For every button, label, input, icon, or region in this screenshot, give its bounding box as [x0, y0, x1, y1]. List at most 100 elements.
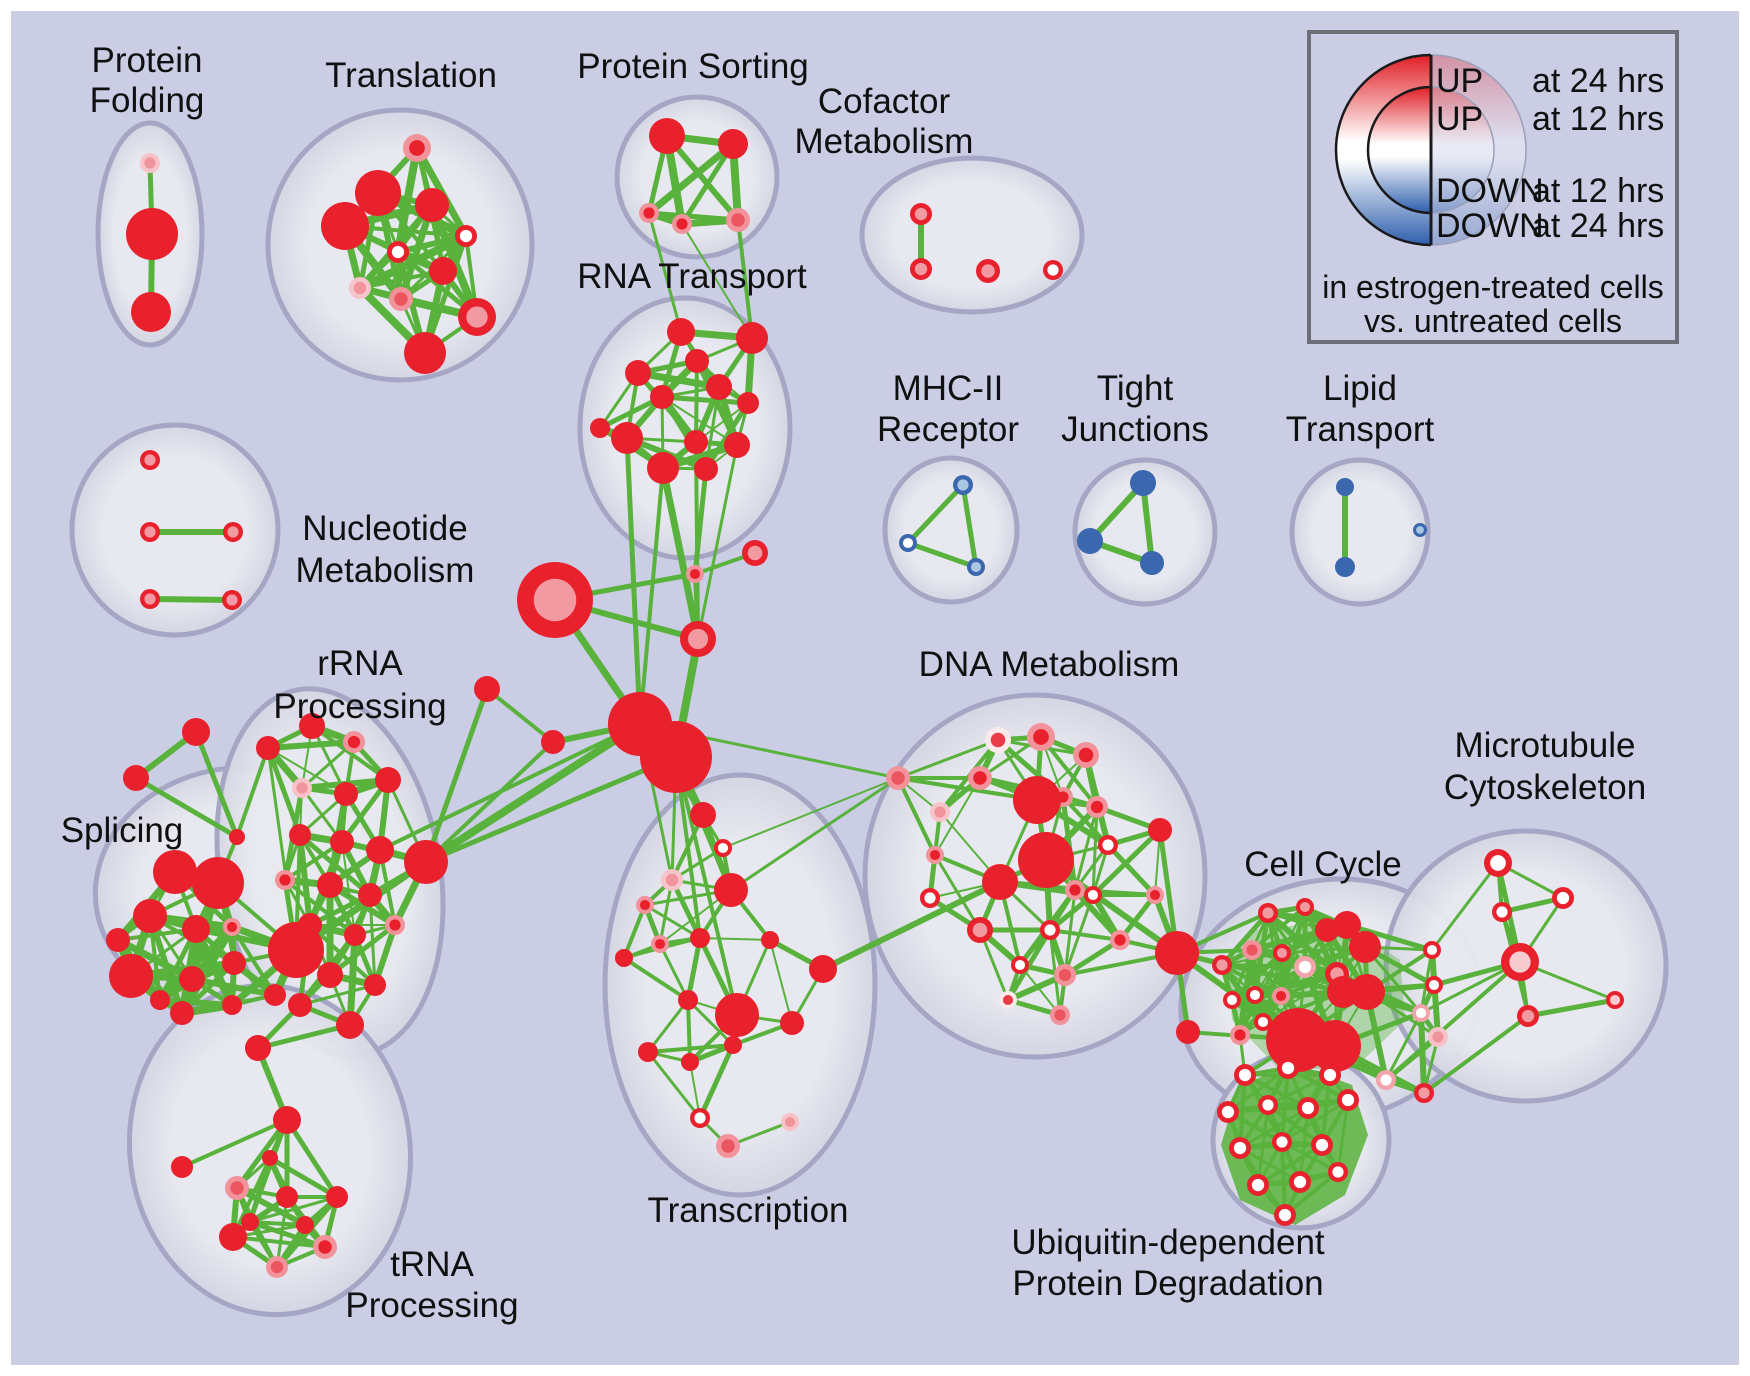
network-edge: [664, 133, 741, 223]
network-node: [625, 360, 651, 386]
network-edge: [235, 746, 270, 839]
network-node-core: [924, 892, 936, 904]
legend-box: [1307, 30, 1679, 344]
network-node-core: [957, 479, 969, 491]
network-edge: [699, 937, 771, 941]
network-node: [296, 1216, 314, 1234]
network-node: [289, 824, 311, 846]
network-node-core: [639, 899, 651, 911]
network-node-core: [1033, 729, 1049, 745]
network-node-core: [1276, 1136, 1288, 1148]
network-edge: [284, 1117, 340, 1200]
network-node: [344, 924, 366, 946]
legend-glyph-outline: [1366, 85, 1432, 215]
network-node: [761, 931, 779, 949]
cluster-label-cofactor-metabolism: Cofactor: [818, 82, 951, 121]
network-edge: [646, 998, 690, 1054]
network-node: [429, 257, 457, 285]
network-edge: [696, 443, 739, 641]
network-node: [685, 349, 709, 373]
network-node: [182, 718, 210, 746]
network-node: [638, 1042, 658, 1062]
network-edge: [1384, 1011, 1423, 1082]
network-edge: [180, 1118, 289, 1169]
network-node-core: [533, 578, 577, 622]
network-node: [1155, 931, 1199, 975]
network-node-core: [1276, 947, 1288, 959]
network-edge: [1220, 963, 1283, 998]
network-edge: [905, 482, 966, 546]
network-edge: [1280, 1140, 1340, 1174]
network-node: [780, 1011, 804, 1035]
network-edge: [428, 201, 481, 321]
network-edge: [1105, 842, 1158, 898]
network-edge: [248, 1220, 307, 1227]
network-node-core: [1432, 1031, 1444, 1043]
network-node: [298, 913, 322, 937]
network-node: [694, 457, 718, 481]
network-edge: [896, 776, 937, 857]
network-edge: [422, 720, 644, 866]
network-edge: [255, 1022, 353, 1051]
network-node: [321, 202, 369, 250]
network-node: [1309, 1020, 1361, 1072]
network-node-core: [1298, 960, 1312, 974]
network-node-core: [1380, 1074, 1392, 1086]
network-node: [404, 332, 446, 374]
network-node-core: [459, 229, 473, 243]
network-node-core: [891, 771, 905, 785]
network-node: [690, 928, 710, 948]
network-node: [264, 984, 286, 1006]
network-edge: [1422, 1014, 1530, 1095]
network-node: [982, 864, 1018, 900]
network-edge: [686, 998, 735, 1047]
network-node: [273, 1106, 301, 1134]
network-node-core: [747, 545, 763, 561]
network-node: [245, 1035, 271, 1061]
network-node-core: [1078, 747, 1094, 763]
network-node-core: [973, 771, 987, 785]
network-edge: [248, 1195, 339, 1224]
cluster-label-lipid-transport: Lipid: [1323, 369, 1397, 408]
network-edge: [1238, 1106, 1310, 1150]
network-node-core: [1301, 1101, 1315, 1115]
network-node-core: [1234, 1029, 1246, 1041]
network-edge: [1336, 1098, 1350, 1174]
cluster-ellipse-tight-junctions: [1072, 457, 1218, 607]
legend-footer-line: vs. untreated cells: [1364, 303, 1622, 339]
network-node-core: [1278, 1208, 1292, 1222]
network-node-core: [409, 140, 425, 156]
network-node: [334, 782, 358, 806]
network-edge: [1525, 997, 1618, 1019]
network-edge: [300, 740, 356, 790]
network-node: [366, 836, 394, 864]
network-edge: [147, 596, 235, 603]
network-node: [611, 422, 643, 454]
network-edge: [1087, 480, 1146, 544]
network-edge: [1063, 893, 1095, 977]
network-edge: [310, 724, 390, 782]
network-node-core: [1233, 1141, 1247, 1155]
network-node: [650, 385, 674, 409]
network-edge: [634, 369, 723, 391]
network-node-core: [721, 1139, 735, 1153]
network-node-core: [394, 292, 408, 306]
network-node-core: [1102, 839, 1114, 851]
network-node-core: [1262, 1099, 1274, 1111]
network-node: [718, 129, 748, 159]
network-node-core: [1246, 944, 1258, 956]
network-node: [681, 1053, 699, 1071]
network-edge: [659, 464, 702, 643]
network-node-core: [466, 306, 488, 328]
network-edge: [1073, 805, 1099, 892]
network-node-core: [1044, 924, 1056, 936]
network-node-core: [1315, 1138, 1329, 1152]
network-edge: [905, 540, 979, 570]
network-edge: [1060, 794, 1078, 893]
network-edge: [729, 776, 900, 892]
network-node: [126, 208, 178, 260]
network-node-core: [1002, 994, 1014, 1006]
cluster-ellipse-transcription: [602, 772, 878, 1198]
network-node: [1018, 832, 1074, 888]
network-node: [317, 962, 343, 988]
